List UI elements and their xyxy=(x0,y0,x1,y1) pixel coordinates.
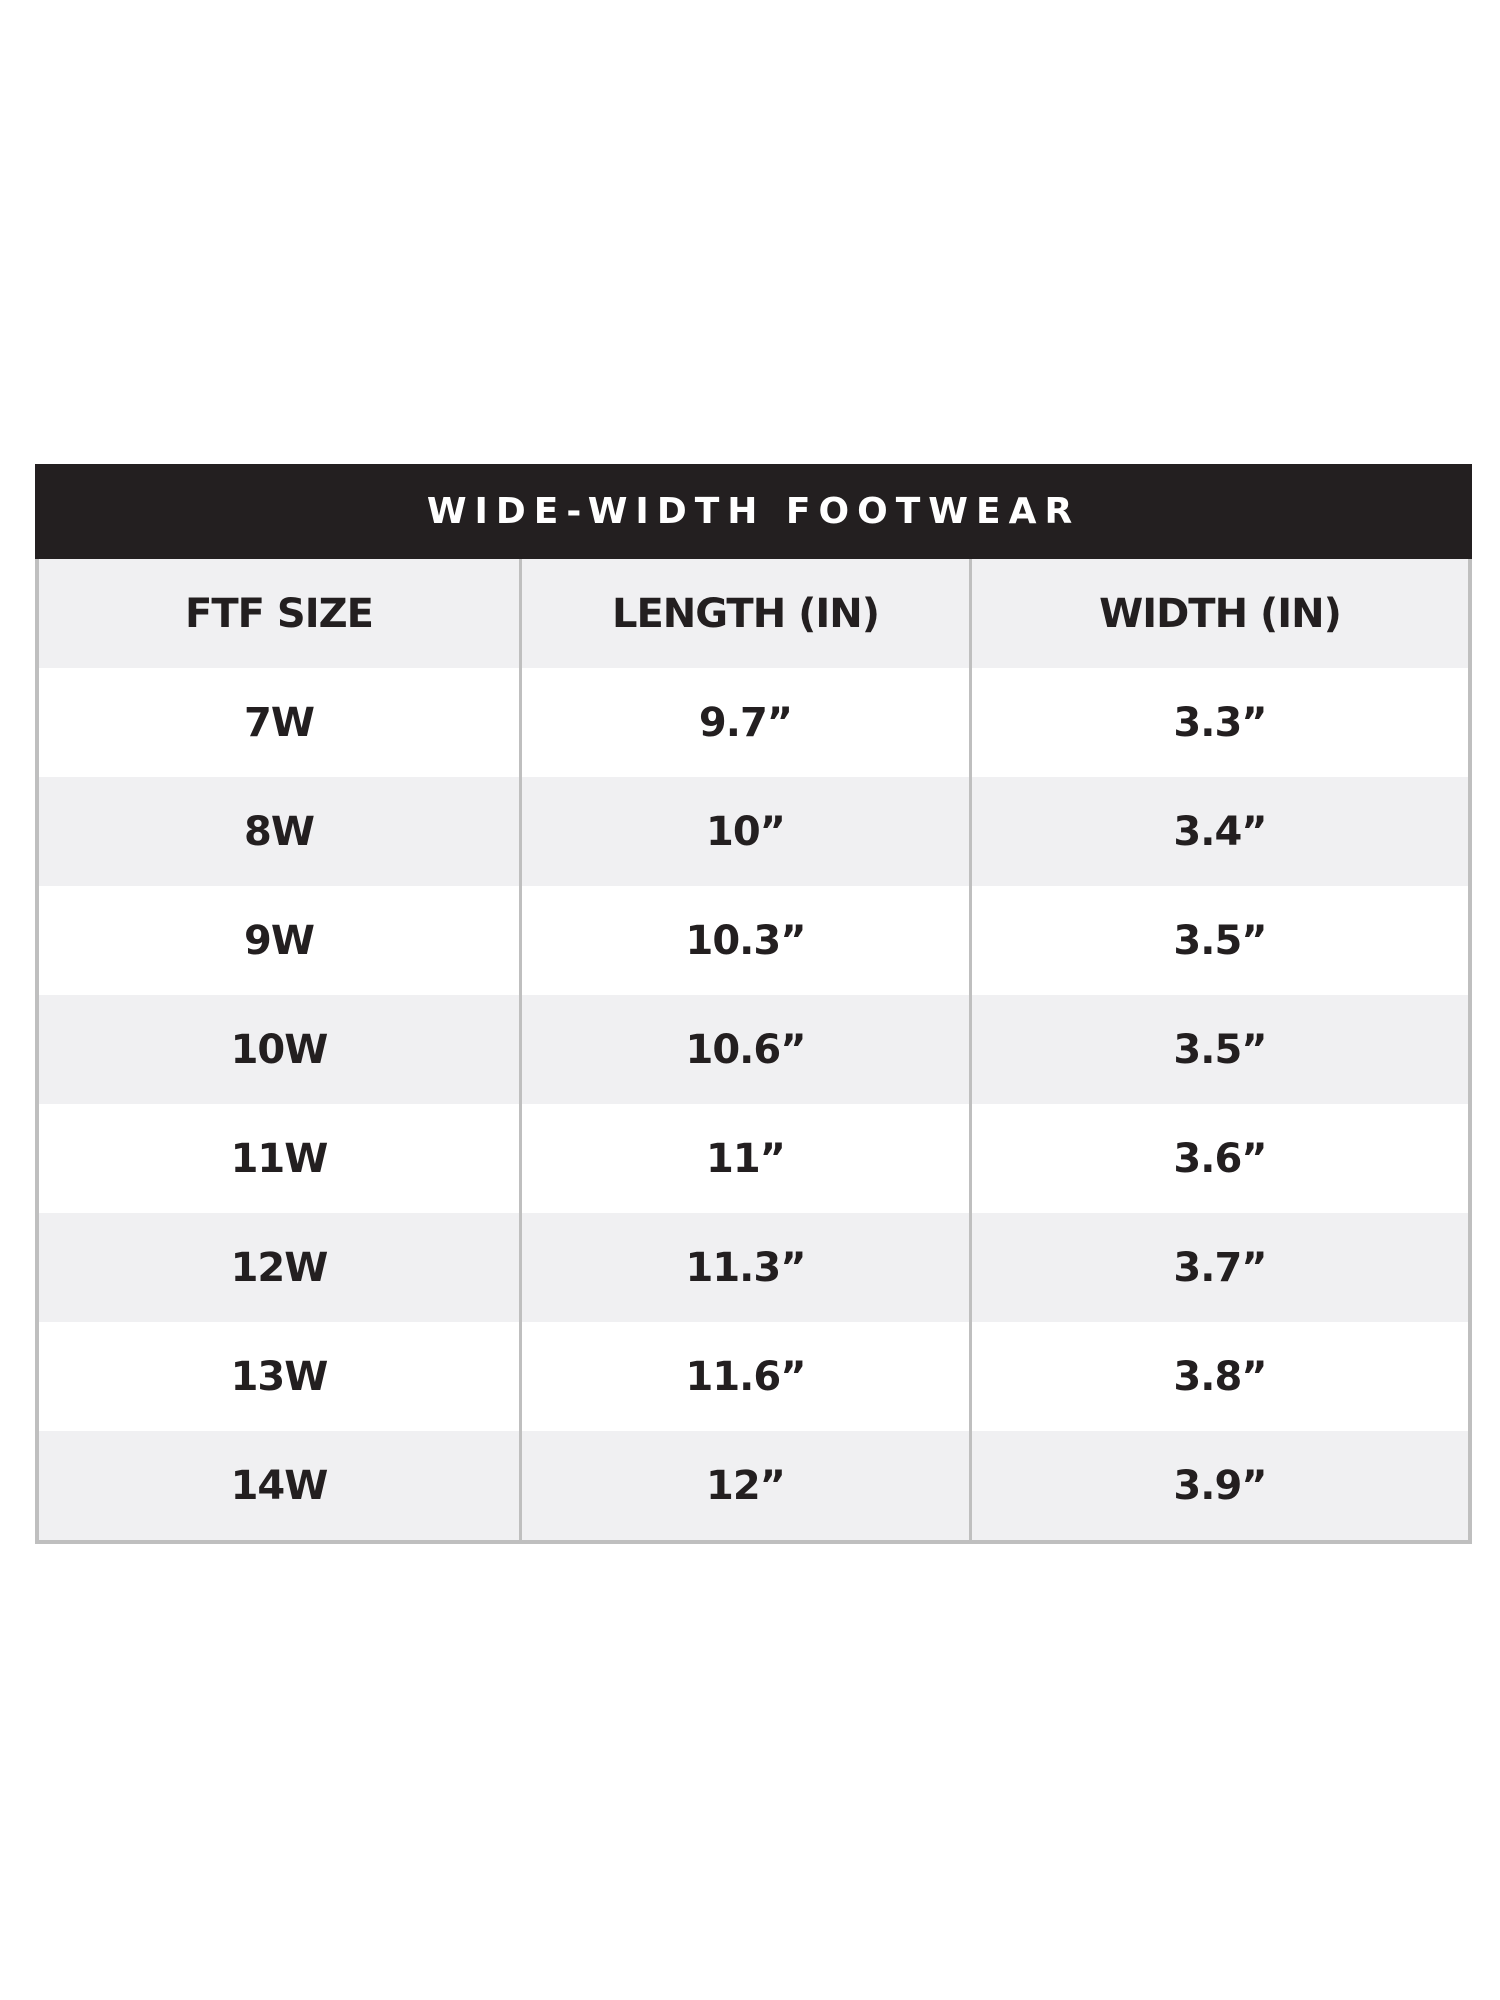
width-cell: 3.6” xyxy=(1173,1135,1267,1182)
header-ftf-size: FTF SIZE xyxy=(39,559,522,668)
length-cell: 12” xyxy=(522,1431,972,1540)
length-cell: 10” xyxy=(522,777,972,886)
width-cell: 3.9” xyxy=(1173,1462,1267,1509)
table-row: 12W 11.3” 3.7” xyxy=(39,1213,1468,1322)
size-cell: 11W xyxy=(39,1104,522,1213)
table-title: WIDE-WIDTH FOOTWEAR xyxy=(35,464,1472,559)
size-chart-table: WIDE-WIDTH FOOTWEAR FTF SIZE LENGTH (IN)… xyxy=(35,464,1472,1544)
size-cell: 9W xyxy=(39,886,522,995)
size-cell: 10W xyxy=(39,995,522,1104)
header-width: WIDTH (IN) xyxy=(1099,590,1342,637)
width-cell: 3.5” xyxy=(1173,917,1267,964)
length-cell: 10.6” xyxy=(522,995,972,1104)
size-cell: 14W xyxy=(39,1431,522,1540)
length-cell: 10.3” xyxy=(522,886,972,995)
table-row: 9W 10.3” 3.5” xyxy=(39,886,1468,995)
table-row: 14W 12” 3.9” xyxy=(39,1431,1468,1540)
length-cell: 11” xyxy=(522,1104,972,1213)
width-cell: 3.4” xyxy=(1173,808,1267,855)
size-cell: 12W xyxy=(39,1213,522,1322)
table-row: 10W 10.6” 3.5” xyxy=(39,995,1468,1104)
size-cell: 13W xyxy=(39,1322,522,1431)
size-cell: 7W xyxy=(39,668,522,777)
table-row: 8W 10” 3.4” xyxy=(39,777,1468,886)
table-row: 13W 11.6” 3.8” xyxy=(39,1322,1468,1431)
header-length: LENGTH (IN) xyxy=(522,559,972,668)
size-cell: 8W xyxy=(39,777,522,886)
table-row: 7W 9.7” 3.3” xyxy=(39,668,1468,777)
width-cell: 3.7” xyxy=(1173,1244,1267,1291)
table-grid: FTF SIZE LENGTH (IN) WIDTH (IN) 7W 9.7” 3.… xyxy=(35,559,1472,1544)
width-cell: 3.8” xyxy=(1173,1353,1267,1400)
length-cell: 11.6” xyxy=(522,1322,972,1431)
header-row: FTF SIZE LENGTH (IN) WIDTH (IN) xyxy=(39,559,1468,668)
width-cell: 3.5” xyxy=(1173,1026,1267,1073)
width-cell: 3.3” xyxy=(1173,699,1267,746)
table-row: 11W 11” 3.6” xyxy=(39,1104,1468,1213)
length-cell: 11.3” xyxy=(522,1213,972,1322)
length-cell: 9.7” xyxy=(522,668,972,777)
